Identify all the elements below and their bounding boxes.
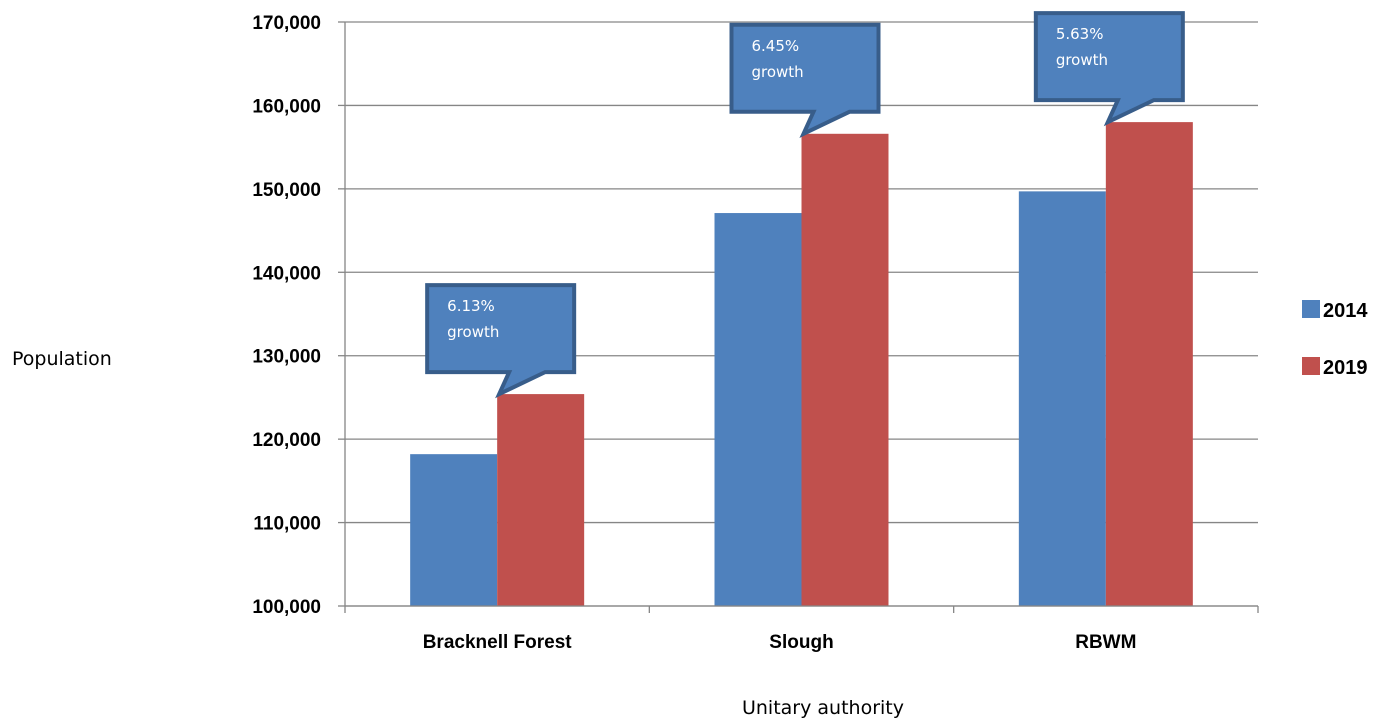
y-tick-label: 130,000	[252, 347, 321, 368]
bar-2014	[410, 454, 498, 606]
bar-2019	[1105, 122, 1193, 606]
legend-swatch	[1302, 300, 1320, 318]
callout-growth-label: growth	[1056, 51, 1108, 69]
callout-box	[729, 22, 881, 138]
x-category-labels: Bracknell Forest Slough RBWM	[423, 632, 1137, 653]
y-tick-label: 160,000	[252, 96, 321, 117]
callout-percent: 6.13%	[447, 297, 495, 315]
callout-box	[1033, 11, 1185, 127]
x-axis-title: Unitary authority	[742, 697, 904, 719]
callout-percent: 6.45%	[752, 37, 800, 55]
y-tick-label: 110,000	[253, 514, 321, 535]
y-tick-label: 120,000	[252, 430, 321, 451]
bar-2019	[801, 133, 889, 606]
bar-2014	[714, 213, 802, 606]
y-tick-labels: 100,000 110,000 120,000 130,000 140,000 150,0…	[252, 13, 321, 618]
y-tick-label: 150,000	[252, 180, 321, 201]
callout-growth-label: growth	[752, 63, 804, 81]
x-category-label: Bracknell Forest	[423, 632, 573, 653]
bars	[410, 122, 1193, 607]
callout-growth-label: growth	[447, 323, 499, 341]
y-tick-label: 100,000	[252, 597, 321, 618]
callout-box	[425, 283, 577, 399]
x-category-label: RBWM	[1075, 632, 1136, 653]
y-tick-label: 170,000	[252, 13, 321, 34]
legend: 2014 2019	[1302, 300, 1368, 379]
legend-label: 2019	[1323, 357, 1368, 379]
legend-label: 2014	[1323, 300, 1368, 322]
growth-callouts: 6.13% growth 6.45% growth 5.63% growth	[425, 11, 1185, 399]
bar-2014	[1018, 191, 1106, 607]
x-category-label: Slough	[769, 632, 833, 653]
legend-swatch	[1302, 357, 1320, 375]
bar-2019	[497, 394, 585, 606]
callout-percent: 5.63%	[1056, 25, 1104, 43]
y-tick-label: 140,000	[252, 263, 321, 284]
axes	[344, 22, 1259, 613]
y-axis-title: Population	[12, 348, 112, 370]
